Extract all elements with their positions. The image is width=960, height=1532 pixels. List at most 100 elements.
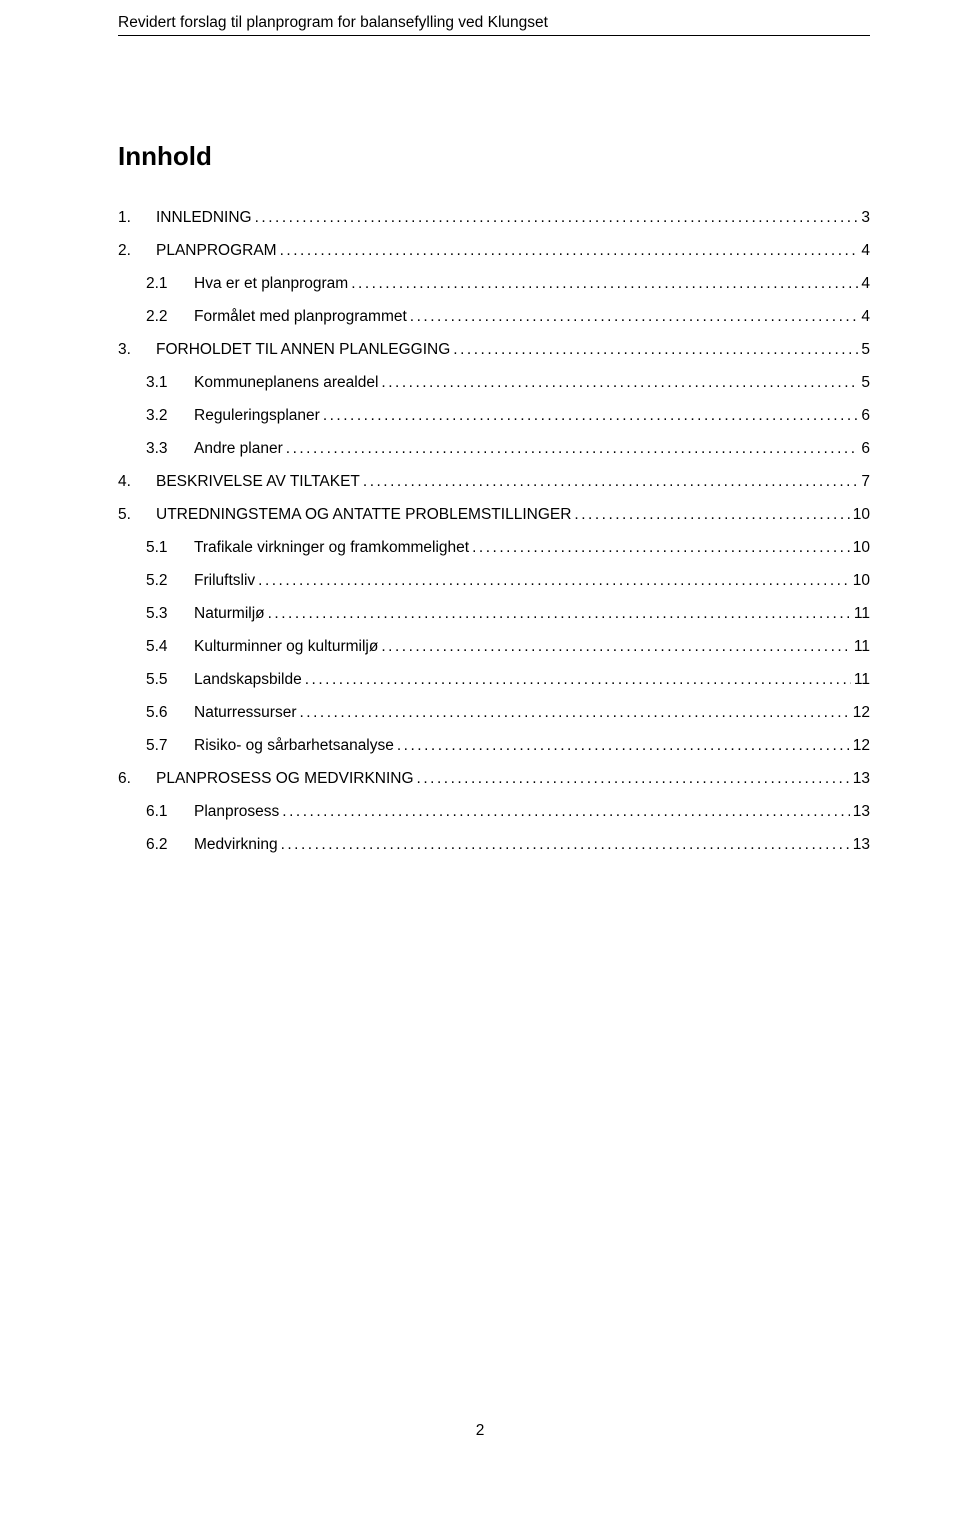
toc-entry-number: 6.1: [146, 804, 194, 820]
toc-entry-page: 13: [853, 837, 870, 853]
toc-entry: 5.1Trafikale virkninger og framkommeligh…: [118, 540, 870, 556]
toc-entry-label: Friluftsliv: [194, 573, 255, 589]
toc-entry-label: FORHOLDET TIL ANNEN PLANLEGGING: [156, 342, 450, 358]
toc-entry-label: Formålet med planprogrammet: [194, 309, 407, 325]
toc-leader-dots: [417, 771, 850, 787]
toc-entry-number: 5.6: [146, 705, 194, 721]
toc-entry-label: UTREDNINGSTEMA OG ANTATTE PROBLEMSTILLIN…: [156, 507, 571, 523]
toc-entry-number: 3.1: [146, 375, 194, 391]
toc-entry-page: 4: [861, 309, 870, 325]
toc-entry: 5.5Landskapsbilde11: [118, 672, 870, 688]
toc-leader-dots: [574, 507, 849, 523]
toc-entry-number: 3.3: [146, 441, 194, 457]
toc-entry: 6.PLANPROSESS OG MEDVIRKNING 13: [118, 771, 870, 787]
page-header: Revidert forslag til planprogram for bal…: [118, 14, 870, 32]
toc-leader-dots: [286, 441, 859, 457]
toc-entry-page: 12: [853, 705, 870, 721]
toc-leader-dots: [258, 573, 850, 589]
table-of-contents: 1.INNLEDNING32.PLANPROGRAM42.1Hva er et …: [118, 210, 870, 853]
toc-entry-page: 11: [854, 672, 870, 688]
toc-entry-page: 6: [861, 408, 870, 424]
toc-leader-dots: [472, 540, 850, 556]
toc-leader-dots: [351, 276, 858, 292]
toc-leader-dots: [363, 474, 858, 490]
toc-entry: 6.2Medvirkning 13: [118, 837, 870, 853]
toc-entry-label: PLANPROGRAM: [156, 243, 277, 259]
toc-leader-dots: [305, 672, 851, 688]
toc-entry: 5.7Risiko- og sårbarhetsanalyse 12: [118, 738, 870, 754]
toc-entry: 5.2Friluftsliv 10: [118, 573, 870, 589]
toc-entry-number: 6.: [118, 771, 156, 787]
toc-leader-dots: [281, 837, 850, 853]
toc-entry-label: Kulturminner og kulturmiljø: [194, 639, 378, 655]
toc-entry-number: 5.1: [146, 540, 194, 556]
toc-leader-dots: [255, 210, 859, 226]
toc-entry-page: 4: [861, 243, 870, 259]
toc-entry-label: Medvirkning: [194, 837, 278, 853]
toc-entry: 5.4Kulturminner og kulturmiljø 11: [118, 639, 870, 655]
toc-leader-dots: [323, 408, 859, 424]
toc-entry-page: 11: [854, 639, 870, 655]
toc-leader-dots: [453, 342, 858, 358]
toc-entry-page: 13: [853, 771, 870, 787]
toc-entry: 6.1Planprosess 13: [118, 804, 870, 820]
toc-entry: 2.2Formålet med planprogrammet 4: [118, 309, 870, 325]
toc-entry-number: 2.2: [146, 309, 194, 325]
toc-entry: 5.UTREDNINGSTEMA OG ANTATTE PROBLEMSTILL…: [118, 507, 870, 523]
toc-entry: 5.6Naturressurser 12: [118, 705, 870, 721]
toc-entry: 3.FORHOLDET TIL ANNEN PLANLEGGING 5: [118, 342, 870, 358]
toc-entry-number: 5.2: [146, 573, 194, 589]
toc-entry: 2.1Hva er et planprogram 4: [118, 276, 870, 292]
toc-entry-label: Planprosess: [194, 804, 279, 820]
toc-entry-page: 12: [853, 738, 870, 754]
toc-entry: 2.PLANPROGRAM 4: [118, 243, 870, 259]
toc-entry-page: 4: [861, 276, 870, 292]
toc-entry-number: 3.: [118, 342, 156, 358]
toc-entry-label: Hva er et planprogram: [194, 276, 348, 292]
toc-leader-dots: [381, 375, 858, 391]
page-number: 2: [0, 1422, 960, 1440]
toc-leader-dots: [280, 243, 859, 259]
toc-entry-page: 10: [853, 540, 870, 556]
toc-entry-number: 4.: [118, 474, 156, 490]
toc-entry-label: Naturressurser: [194, 705, 297, 721]
header-rule: [118, 35, 870, 36]
toc-entry-number: 3.2: [146, 408, 194, 424]
toc-entry-number: 6.2: [146, 837, 194, 853]
toc-entry-page: 11: [854, 606, 870, 622]
toc-entry-label: Andre planer: [194, 441, 283, 457]
toc-entry-label: INNLEDNING: [156, 210, 252, 226]
toc-entry-number: 5.7: [146, 738, 194, 754]
toc-entry-number: 5.5: [146, 672, 194, 688]
toc-leader-dots: [268, 606, 851, 622]
toc-entry: 5.3Naturmiljø 11: [118, 606, 870, 622]
toc-entry-page: 5: [861, 375, 870, 391]
toc-entry-page: 6: [861, 441, 870, 457]
toc-title: Innhold: [118, 141, 870, 172]
toc-leader-dots: [300, 705, 850, 721]
toc-leader-dots: [410, 309, 859, 325]
toc-entry-number: 5.4: [146, 639, 194, 655]
toc-entry-label: Trafikale virkninger og framkommelighet: [194, 540, 469, 556]
toc-entry: 3.2Reguleringsplaner6: [118, 408, 870, 424]
toc-entry-label: Risiko- og sårbarhetsanalyse: [194, 738, 394, 754]
toc-entry-page: 5: [861, 342, 870, 358]
toc-leader-dots: [282, 804, 849, 820]
toc-entry-page: 3: [861, 210, 870, 226]
toc-entry-page: 13: [853, 804, 870, 820]
document-page: Revidert forslag til planprogram for bal…: [0, 0, 960, 853]
toc-entry: 3.1Kommuneplanens arealdel 5: [118, 375, 870, 391]
toc-entry-number: 5.3: [146, 606, 194, 622]
toc-entry-label: Naturmiljø: [194, 606, 265, 622]
toc-entry: 1.INNLEDNING3: [118, 210, 870, 226]
toc-entry-number: 2.1: [146, 276, 194, 292]
toc-entry-page: 7: [861, 474, 870, 490]
toc-leader-dots: [381, 639, 851, 655]
toc-entry-label: Kommuneplanens arealdel: [194, 375, 378, 391]
toc-entry-label: PLANPROSESS OG MEDVIRKNING: [156, 771, 414, 787]
toc-entry-page: 10: [853, 507, 870, 523]
toc-entry-number: 2.: [118, 243, 156, 259]
toc-entry-number: 5.: [118, 507, 156, 523]
toc-entry-page: 10: [853, 573, 870, 589]
toc-entry-label: BESKRIVELSE AV TILTAKET: [156, 474, 360, 490]
